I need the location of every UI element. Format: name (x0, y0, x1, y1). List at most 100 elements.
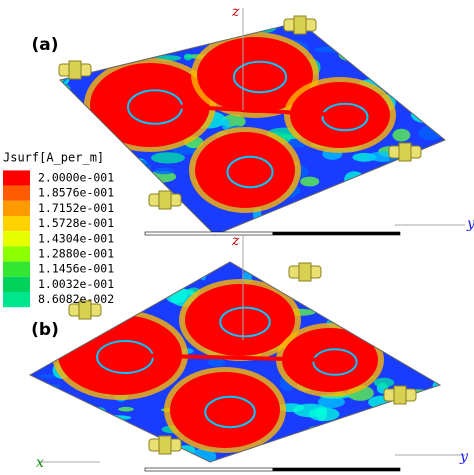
current-noise (306, 196, 320, 205)
current-noise (437, 295, 440, 303)
legend-swatch (3, 170, 30, 186)
current-noise (39, 122, 50, 129)
current-ring (204, 395, 256, 429)
current-noise (358, 425, 377, 435)
axis-label-z: z (231, 4, 240, 20)
current-noise (327, 275, 360, 294)
current-noise (434, 54, 445, 65)
current-noise (423, 28, 437, 33)
current-noise (392, 128, 411, 142)
current-ring (226, 155, 274, 189)
legend-swatch (3, 216, 30, 232)
feed-line (119, 353, 331, 362)
current-noise (311, 198, 321, 216)
current-noise (278, 461, 310, 462)
legend-swatch (3, 200, 30, 216)
current-noise (351, 289, 387, 301)
current-noise (151, 152, 185, 164)
legend-title: Jsurf[A_per_m] (3, 151, 104, 165)
panel-label: (b) (31, 320, 59, 340)
current-noise (221, 118, 230, 130)
current-noise (399, 43, 414, 61)
current-noise (308, 199, 320, 208)
current-noise (428, 273, 440, 286)
current-noise (309, 299, 338, 310)
current-noise (11, 409, 30, 416)
current-noise (421, 417, 440, 435)
current-noise (378, 406, 397, 421)
current-noise (385, 447, 403, 461)
legend-label: 1.0032e-001 (38, 277, 114, 291)
current-noise (323, 201, 343, 209)
current-noise (383, 423, 419, 439)
current-noise (378, 176, 407, 194)
current-noise (308, 407, 340, 422)
current-noise (112, 24, 123, 30)
legend-label: 1.8576e-001 (38, 186, 114, 200)
current-ring (312, 348, 358, 376)
current-noise (93, 422, 123, 432)
current-noise (46, 432, 64, 441)
legend-label: 2.0000e-001 (38, 171, 114, 185)
current-noise (348, 419, 376, 432)
current-noise (357, 54, 382, 65)
current-peak (195, 132, 295, 208)
current-noise (357, 181, 388, 199)
current-noise (30, 437, 42, 443)
current-noise (398, 423, 415, 438)
current-noise (356, 451, 368, 462)
current-noise (363, 289, 375, 308)
current-noise (394, 441, 412, 452)
current-noise (437, 26, 445, 36)
current-noise (72, 29, 84, 35)
current-noise (122, 41, 152, 50)
current-noise (400, 201, 428, 220)
current-noise (75, 22, 98, 32)
current-noise (118, 406, 134, 412)
current-noise (66, 111, 75, 129)
current-noise (30, 426, 48, 436)
current-noise (386, 217, 402, 225)
axis-label-z: z (231, 233, 240, 249)
current-noise (273, 215, 287, 222)
current-noise (385, 196, 413, 208)
current-noise (394, 274, 409, 291)
current-noise (344, 171, 365, 188)
current-noise (408, 70, 423, 85)
current-noise (82, 38, 109, 43)
current-noise (73, 433, 88, 443)
connector-body (158, 435, 172, 455)
current-noise (135, 25, 154, 36)
current-noise (434, 290, 440, 307)
current-noise (317, 395, 345, 408)
current-noise (442, 22, 445, 28)
current-noise (100, 415, 132, 421)
current-noise (166, 267, 181, 281)
current-noise (418, 125, 443, 141)
current-noise (397, 414, 420, 428)
current-peak (170, 372, 280, 448)
current-noise (367, 292, 388, 307)
current-noise (369, 22, 384, 28)
current-noise (269, 262, 282, 266)
current-noise (338, 48, 370, 62)
current-noise (353, 432, 381, 447)
current-noise (405, 57, 441, 75)
current-noise (428, 190, 445, 203)
current-noise (306, 210, 326, 224)
axis-label-y: y (466, 216, 474, 232)
connector-body (298, 262, 312, 282)
connector-body (398, 142, 412, 162)
current-noise (154, 167, 174, 175)
current-noise (242, 262, 261, 265)
current-noise (329, 22, 361, 27)
legend-swatch (3, 276, 30, 292)
connector-body (393, 385, 407, 405)
current-noise (183, 53, 192, 61)
current-noise (353, 288, 387, 300)
legend-label: 1.1456e-001 (38, 262, 114, 276)
legend-label: 8.6082e-002 (38, 292, 114, 306)
legend-label: 1.5728e-001 (38, 216, 114, 230)
current-noise (92, 424, 128, 441)
